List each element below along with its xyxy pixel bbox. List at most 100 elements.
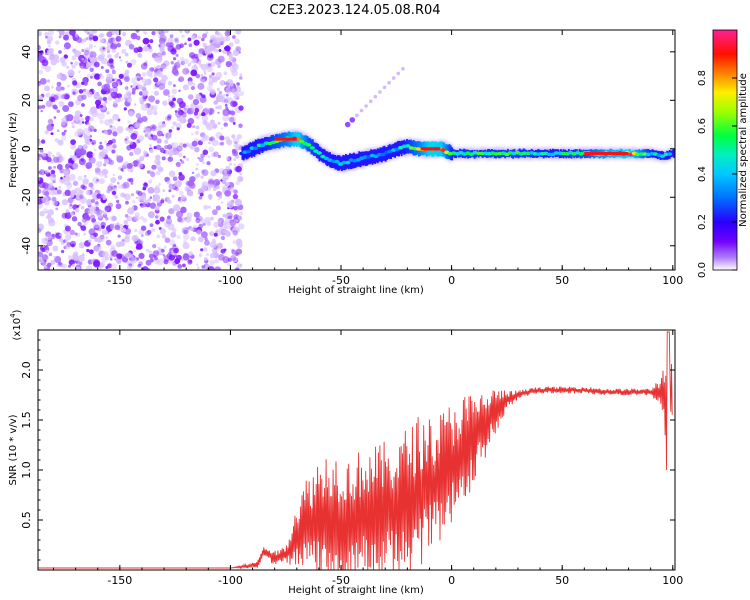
noise-speck [112,173,116,177]
noise-speck [193,111,198,116]
noise-speck [103,163,107,167]
noise-speck [235,238,243,246]
noise-speck [235,248,243,255]
noise-speck [48,30,54,36]
noise-speck [164,30,169,34]
noise-speck [182,84,189,91]
noise-speck [178,172,183,176]
noise-speck [145,78,152,86]
noise-speck [225,36,231,42]
noise-speck [85,189,91,195]
noise-speck [38,95,43,102]
noise-speck [98,33,103,39]
noise-speck [166,197,170,201]
noise-speck [172,176,178,182]
noise-speck [177,78,181,82]
noise-speck [170,61,174,65]
noise-speck [39,78,47,85]
noise-speck [97,213,103,219]
noise-speck [82,77,88,83]
noise-speck [218,142,222,146]
noise-speck [105,239,112,246]
noise-speck [125,252,132,259]
colorbar-ticks: 0.0 0.2 0.4 0.6 0.8 [697,70,737,278]
noise-speck [228,215,233,219]
noise-speck [175,110,183,118]
noise-speck [72,162,79,170]
noise-speck [176,210,184,218]
noise-speck [93,245,100,252]
noise-speck [63,34,69,41]
noise-speck [238,123,243,129]
noise-speck [207,44,214,52]
noise-speck [135,35,141,41]
noise-speck [45,35,48,39]
noise-speck [218,49,222,52]
noise-speck [218,253,225,261]
noise-speck [196,229,202,236]
ridge-core [341,160,347,165]
noise-speck [140,204,144,208]
noise-speck [125,200,129,205]
noise-speck [208,141,211,145]
ridge-core [246,149,252,154]
noise-speck [111,190,117,196]
noise-speck [214,258,220,264]
noise-speck [45,249,49,254]
noise-speck [91,260,94,263]
noise-speck [167,98,172,102]
noise-speck [220,135,225,141]
noise-speck [149,39,154,44]
noise-speck [101,148,108,155]
noise-speck [109,124,113,128]
snr-y-scale-base: (x10 [12,318,23,341]
noise-speck [124,86,128,90]
noise-speck [232,193,239,200]
noise-speck [53,255,56,259]
noise-speck [213,37,221,45]
noise-speck [48,44,51,48]
noise-speck [48,184,53,189]
noise-speck [104,175,108,179]
noise-speck [181,227,190,235]
noise-speck [185,216,192,223]
noise-speck [51,196,57,202]
noise-speck [38,177,41,181]
noise-speck [38,228,42,233]
noise-speck [93,221,101,229]
noise-speck [153,110,158,116]
noise-speck [144,199,149,204]
noise-speck [112,87,118,93]
noise-speck [193,211,200,218]
noise-speck [211,238,217,243]
noise-speck [143,82,147,87]
noise-speck [172,121,177,126]
noise-speck [204,262,208,266]
noise-speck [156,70,162,75]
noise-speck [133,103,137,106]
noise-speck [90,186,95,191]
noise-speck [178,174,185,181]
noise-speck [106,63,110,67]
noise-speck [46,262,52,268]
noise-speck [186,226,189,230]
ridge-core [260,143,266,147]
noise-speck [140,225,147,231]
noise-speck [81,117,85,122]
noise-speck [101,225,105,229]
noise-speck [201,115,209,122]
noise-speck [98,178,105,185]
y-tick-label: 0 [20,145,33,152]
noise-speck [200,63,208,71]
noise-speck [175,53,179,57]
noise-speck [127,62,132,68]
noise-speck [124,76,130,82]
ridge-core [667,152,673,156]
noise-speck [83,88,90,95]
noise-speck [96,193,102,199]
noise-speck [61,61,67,67]
noise-speck [44,191,50,197]
noise-speck [210,216,214,221]
snr-y-label: SNR (10 * v/v) [8,414,19,485]
noise-speck [167,114,172,119]
